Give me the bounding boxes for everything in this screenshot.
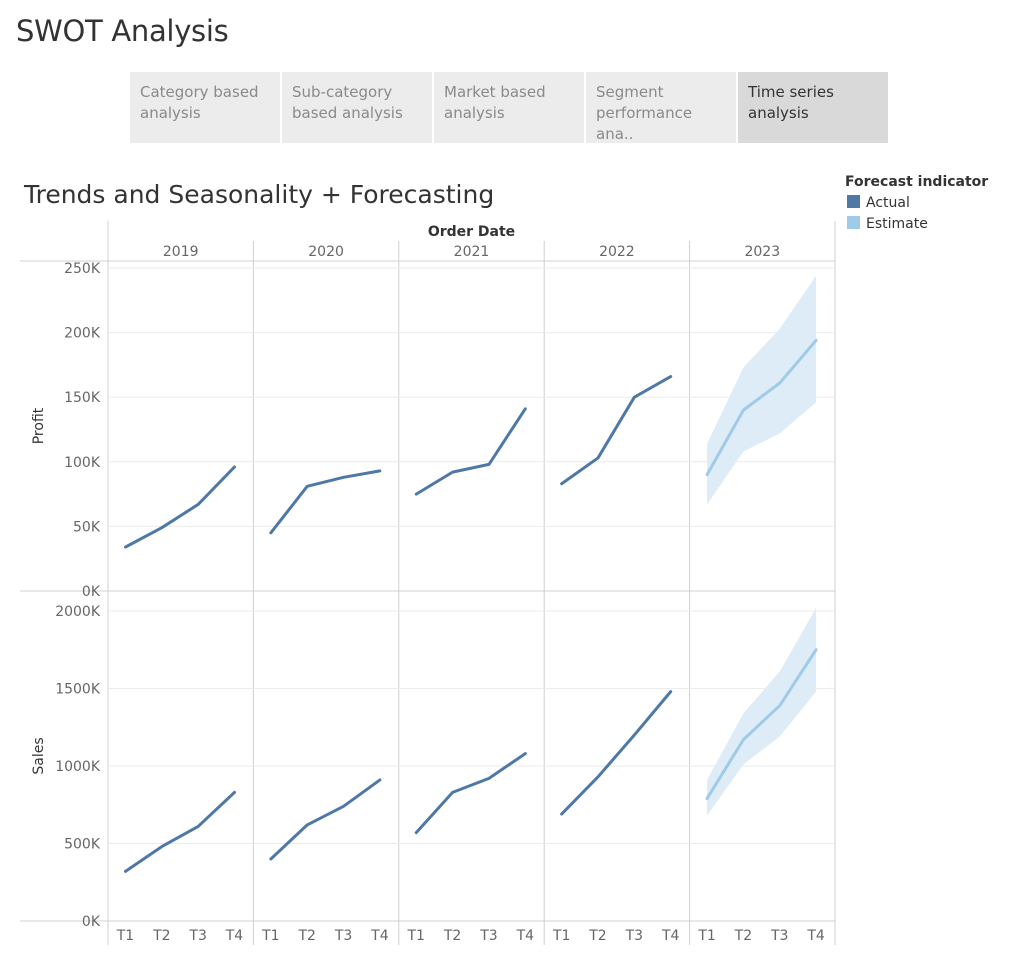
y-tick-label: 250K <box>64 261 101 277</box>
y-axis-title: Profit <box>31 407 47 444</box>
y-tick-label: 150K <box>64 390 101 406</box>
y-tick-label: 100K <box>64 455 101 471</box>
actual-series-line <box>269 778 382 861</box>
actual-series-line <box>269 469 382 535</box>
x-tick-label: T4 <box>661 928 680 944</box>
x-tick-label: T4 <box>370 928 389 944</box>
tab-label: Time series analysis <box>748 83 834 122</box>
x-tick-label: T1 <box>407 928 425 944</box>
actual-series-line <box>560 375 673 486</box>
tab-time-series-analysis[interactable]: Time series analysis <box>738 72 888 143</box>
x-tick-label: T4 <box>516 928 535 944</box>
legend-label: Estimate <box>866 216 928 232</box>
y-tick-label: 0K <box>82 584 101 600</box>
estimate-series-line <box>705 338 818 477</box>
x-tick-label: T4 <box>806 928 825 944</box>
x-tick-label: T1 <box>552 928 570 944</box>
page-title: SWOT Analysis <box>16 14 229 48</box>
tab-market-based-analysis[interactable]: Market based analysis <box>434 72 584 143</box>
x-tick-label: T2 <box>734 928 752 944</box>
x-tick-label: T4 <box>225 928 244 944</box>
x-tick-label: T1 <box>697 928 715 944</box>
legend: Forecast indicator Actual Estimate <box>845 174 989 232</box>
y-tick-label: 1500K <box>55 682 101 698</box>
tab-category-based-analysis[interactable]: Category based analysis <box>130 72 280 143</box>
tab-label: Segment performance ana.. <box>596 83 693 143</box>
tab-segment-performance-analysis[interactable]: Segment performance ana.. <box>586 72 736 143</box>
year-header-label: 2019 <box>163 244 199 260</box>
actual-series-line <box>414 407 527 496</box>
year-header-label: 2023 <box>744 244 780 260</box>
tab-label: Market based analysis <box>444 83 546 122</box>
column-header-label: Order Date <box>428 224 515 240</box>
tab-sub-category-based-analysis[interactable]: Sub-category based analysis <box>282 72 432 143</box>
x-tick-label: T3 <box>479 928 497 944</box>
x-tick-label: T3 <box>334 928 352 944</box>
tab-label: Category based analysis <box>140 83 259 122</box>
legend-label: Actual <box>866 195 910 211</box>
x-tick-label: T2 <box>152 928 170 944</box>
chart-title: Trends and Seasonality + Forecasting <box>24 180 495 209</box>
x-tick-label: T1 <box>261 928 279 944</box>
forecast-confidence-band <box>707 607 817 816</box>
legend-item-actual[interactable]: Actual <box>847 195 910 211</box>
x-tick-label: T3 <box>625 928 643 944</box>
x-tick-label: T3 <box>188 928 206 944</box>
year-header-label: 2020 <box>308 244 344 260</box>
forecast-confidence-band <box>707 275 817 505</box>
y-tick-label: 200K <box>64 326 101 342</box>
legend-swatch-actual <box>847 195 860 208</box>
legend-item-estimate[interactable]: Estimate <box>847 216 928 232</box>
year-header-label: 2022 <box>599 244 635 260</box>
y-tick-label: 50K <box>73 519 101 535</box>
x-tick-label: T2 <box>443 928 461 944</box>
legend-title: Forecast indicator <box>845 174 989 190</box>
x-tick-label: T1 <box>116 928 134 944</box>
actual-series-line <box>414 752 527 835</box>
tab-label: Sub-category based analysis <box>292 83 403 122</box>
x-tick-label: T2 <box>588 928 606 944</box>
actual-series-line <box>560 690 673 816</box>
y-tick-label: 0K <box>82 914 101 930</box>
actual-series-line <box>123 465 236 549</box>
x-tick-label: T2 <box>297 928 315 944</box>
legend-swatch-estimate <box>847 216 860 229</box>
actual-series-line <box>123 790 236 873</box>
y-axis-title: Sales <box>31 737 47 774</box>
y-tick-label: 2000K <box>55 604 101 620</box>
y-tick-label: 1000K <box>55 759 101 775</box>
year-header-label: 2021 <box>454 244 490 260</box>
x-tick-label: T3 <box>770 928 788 944</box>
y-tick-label: 500K <box>64 837 101 853</box>
estimate-series-line <box>705 648 818 801</box>
